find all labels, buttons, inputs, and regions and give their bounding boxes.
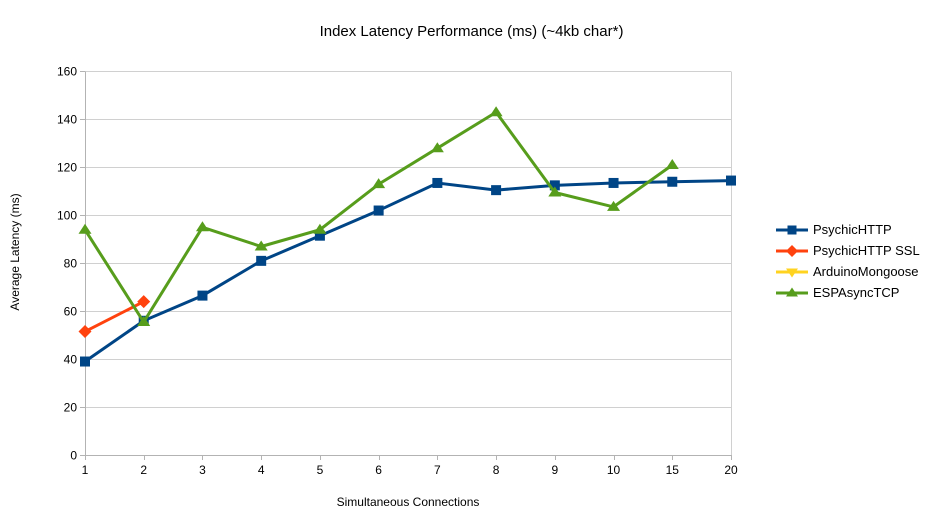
x-tick-label: 4 [258,463,265,477]
legend-label: PsychicHTTP SSL [813,243,920,258]
square-data-marker [549,180,560,191]
square-data-marker [314,230,325,241]
y-tick-label: 20 [64,401,78,415]
triangle-up-data-marker [78,223,92,234]
x-tick-label: 6 [375,463,382,477]
x-axis-title: Simultaneous Connections [336,495,480,509]
triangle-up-data-marker [665,158,679,169]
series-espasynctcp [78,106,679,326]
legend-item-psychichttp-ssl: PsychicHTTP SSL [775,244,920,258]
y-axis-title: Average Latency (ms) [8,193,22,311]
square-data-marker [80,356,90,367]
square-data-marker [373,205,384,216]
legend-item-arduinomongoose: ArduinoMongoose [775,265,920,279]
square-data-marker [491,185,502,196]
square-legend-icon [776,225,808,235]
y-tick-label: 60 [64,305,78,319]
square-data-marker [608,177,619,188]
square-data-marker [197,290,208,301]
legend-item-espasynctcp: ESPAsyncTCP [775,286,920,300]
x-tick-label: 20 [724,463,738,477]
y-tick-label: 120 [57,161,77,175]
y-tick-label: 160 [57,65,77,79]
series-psychichttp [80,175,736,367]
square-legend-marker [787,225,797,235]
square-data-marker [726,175,736,186]
x-tick-label: 9 [551,463,558,477]
triangle-up-data-marker [254,240,268,251]
x-tick-label: 2 [140,463,147,477]
legend: PsychicHTTP PsychicHTTP SSL ArduinoMongoos… [775,223,920,300]
triangle-down-legend-icon [776,268,808,278]
triangle-down-legend-marker [786,268,798,278]
diamond-legend-icon [776,245,808,257]
y-tick-label: 100 [57,209,77,223]
triangle-up-data-marker [372,178,386,189]
y-tick-label: 140 [57,113,77,127]
x-tick-label: 5 [317,463,324,477]
series-line [83,110,674,325]
x-tick-label: 10 [607,463,621,477]
x-tick-label: 1 [82,463,89,477]
x-tick-label: 8 [493,463,500,477]
triangle-up-data-marker [430,142,444,153]
square-data-marker [432,177,443,188]
triangle-up-legend-marker [786,287,798,297]
square-data-marker [256,255,267,266]
legend-label: ArduinoMongoose [813,264,919,279]
triangle-up-data-marker [607,200,621,211]
x-tick-label: 3 [199,463,206,477]
triangle-up-data-marker [489,106,503,117]
triangle-up-data-marker [548,186,562,197]
triangle-up-data-marker [195,221,209,232]
triangle-up-legend-icon [776,287,808,297]
triangle-up-data-marker [137,315,151,326]
legend-label: ESPAsyncTCP [813,285,900,300]
diamond-data-marker [137,295,151,309]
chart-title: Index Latency Performance (ms) (~4kb cha… [319,23,624,40]
x-tick-label: 15 [666,463,680,477]
diamond-legend-marker [786,245,798,257]
legend-item-psychichttp: PsychicHTTP [775,223,920,237]
y-tick-label: 0 [70,449,77,463]
square-data-marker [667,176,678,187]
legend-label: PsychicHTTP [813,222,892,237]
y-tick-label: 40 [64,353,78,367]
series-line [84,179,732,363]
x-tick-label: 7 [434,463,441,477]
triangle-up-data-marker [313,223,327,234]
diamond-data-marker [78,325,92,339]
y-tick-label: 80 [64,257,78,271]
